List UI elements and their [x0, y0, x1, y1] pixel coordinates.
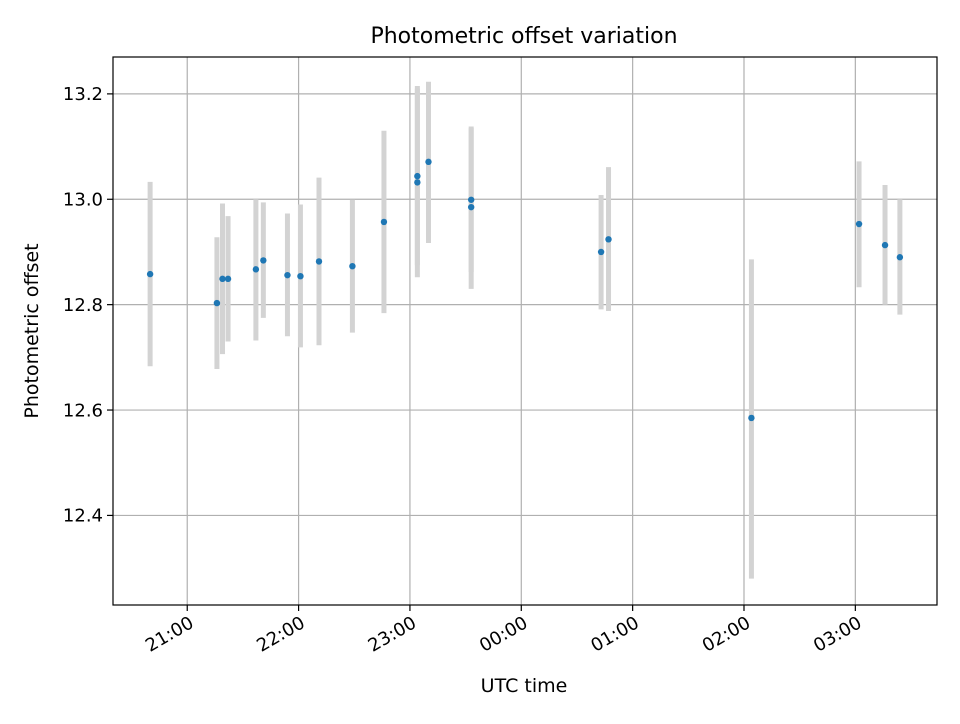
data-point	[467, 196, 475, 203]
x-tick-label: 00:00	[476, 612, 531, 656]
y-tick-label: 12.6	[63, 400, 103, 421]
error-bars	[147, 81, 903, 579]
data-point	[748, 414, 755, 422]
y-axis-label: Photometric offset	[21, 243, 43, 418]
data-point	[260, 257, 267, 264]
x-tick-label: 22:00	[253, 612, 308, 656]
y-tick-label: 12.4	[63, 506, 103, 527]
data-point	[414, 172, 421, 180]
data-point	[380, 218, 388, 226]
data-point	[213, 299, 221, 307]
data-points	[146, 158, 904, 422]
data-point	[284, 271, 291, 279]
y-tick-label: 13.0	[63, 190, 103, 211]
data-point	[605, 236, 612, 243]
data-point	[855, 220, 863, 228]
data-point	[315, 258, 323, 265]
x-axis-label: UTC time	[481, 675, 568, 697]
x-tick-label: 02:00	[699, 612, 754, 656]
plot-frame	[112, 56, 938, 606]
data-point	[881, 241, 889, 249]
data-point	[896, 254, 904, 261]
data-point	[349, 262, 356, 270]
data-point	[597, 248, 605, 256]
data-point	[467, 203, 475, 211]
y-tick-label: 12.8	[63, 295, 103, 316]
data-point	[252, 266, 260, 273]
data-point	[425, 158, 432, 166]
data-point	[224, 275, 232, 283]
data-point	[297, 273, 304, 280]
x-tick-label: 23:00	[365, 612, 420, 656]
x-tick-label: 21:00	[142, 612, 197, 656]
y-tick-label: 13.2	[63, 84, 103, 105]
grid	[113, 57, 937, 605]
data-point	[414, 179, 421, 186]
x-tick-label: 03:00	[810, 612, 865, 656]
data-point	[146, 270, 154, 278]
data-point	[219, 275, 226, 283]
x-tick-label: 01:00	[587, 612, 642, 656]
chart-title: Photometric offset variation	[370, 24, 677, 49]
axis-ticks: 21:00 22:00 23:00 00:00 01:00 02:00 03:00 12.4 1…	[63, 84, 866, 656]
